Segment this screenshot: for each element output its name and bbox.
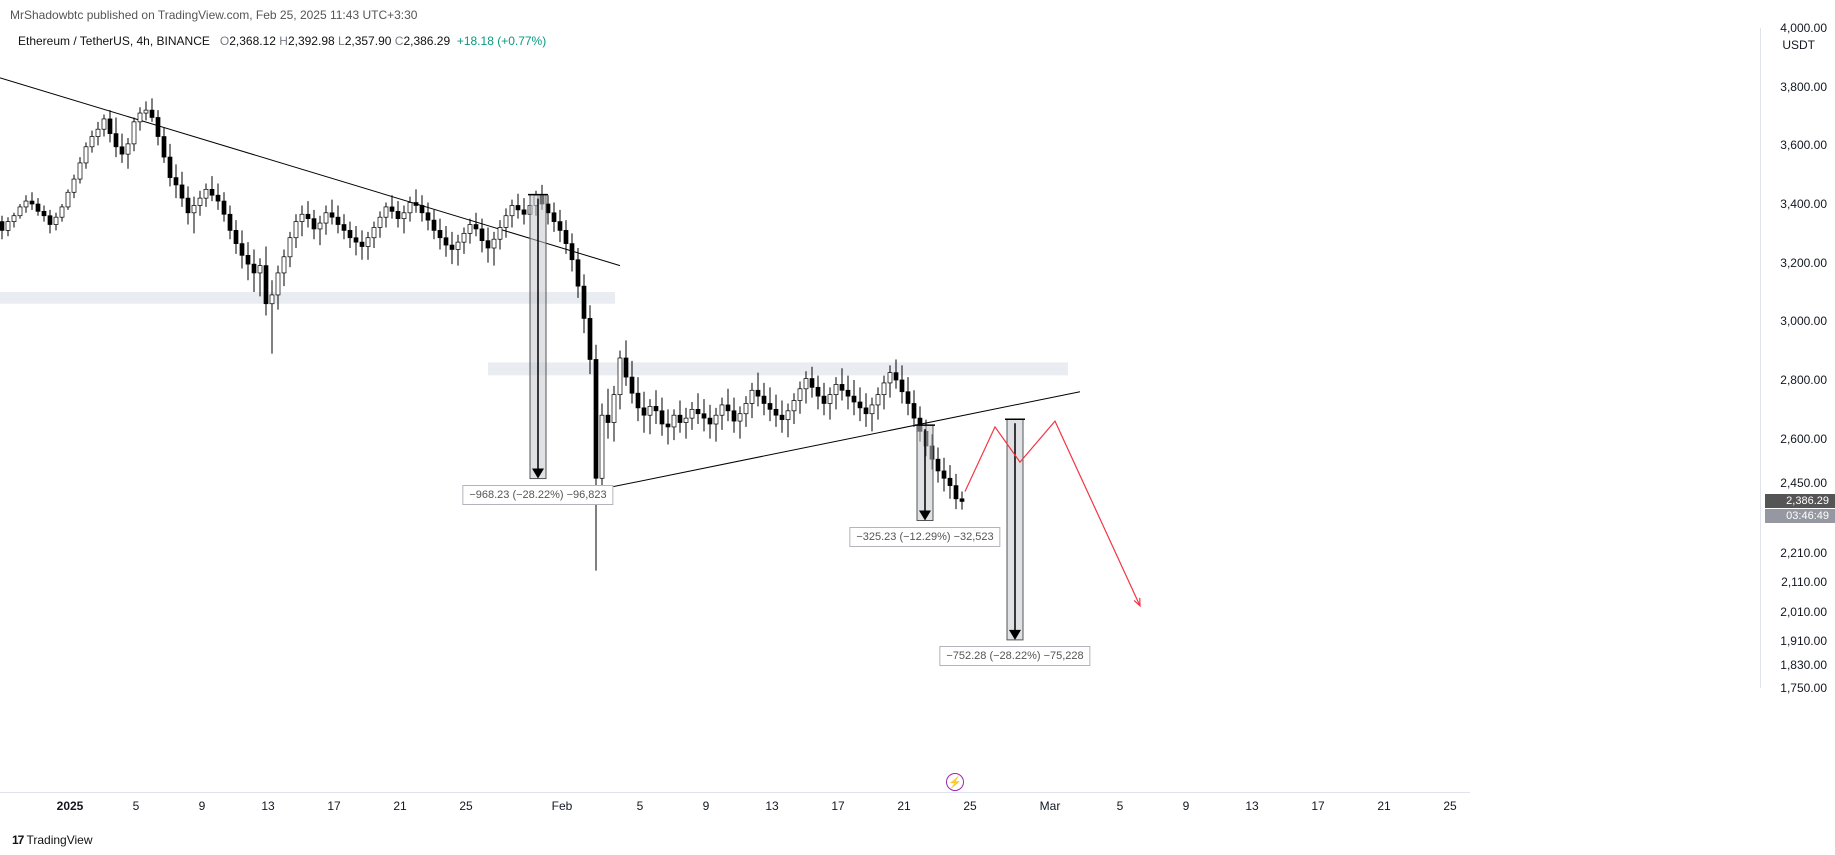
y-tick-label: 2,450.00	[1780, 476, 1827, 490]
measurement-label: −968.23 (−28.22%) −96,823	[462, 485, 613, 505]
y-tick-label: 2,210.00	[1780, 546, 1827, 560]
x-tick-label: 21	[897, 799, 910, 813]
current-price-badge: 2,386.29	[1765, 494, 1835, 508]
x-tick-label: 17	[831, 799, 844, 813]
y-tick-label: 2,800.00	[1780, 373, 1827, 387]
x-tick-label: 13	[261, 799, 274, 813]
x-tick-label: Mar	[1040, 799, 1061, 813]
x-tick-label: 21	[1377, 799, 1390, 813]
x-tick-label: 5	[637, 799, 644, 813]
y-tick-label: 3,400.00	[1780, 197, 1827, 211]
y-tick-label: 4,000.00	[1780, 21, 1827, 35]
measurement-label: −752.28 (−28.22%) −75,228	[939, 646, 1090, 666]
y-tick-label: 2,010.00	[1780, 605, 1827, 619]
publish-header: MrShadowbtc published on TradingView.com…	[10, 8, 417, 22]
measurement-label: −325.23 (−12.29%) −32,523	[849, 527, 1000, 547]
y-axis-unit: USDT	[1782, 38, 1815, 52]
time-axis[interactable]: 2025 5 9 13 17 21 25 Feb 5 9 13 17 21 25 Mar 5 9 13 17 21 25	[0, 792, 1470, 820]
countdown-badge: 03:46:49	[1765, 509, 1835, 523]
x-tick-label: 9	[1183, 799, 1190, 813]
y-tick-label: 1,910.00	[1780, 634, 1827, 648]
y-tick-label: 1,830.00	[1780, 658, 1827, 672]
x-tick-label: 25	[459, 799, 472, 813]
x-tick-label: 2025	[57, 799, 84, 813]
footer-attribution: ⁠1⁠7 TradingView	[12, 833, 93, 847]
x-tick-label: 17	[327, 799, 340, 813]
y-tick-label: 2,110.00	[1781, 575, 1827, 589]
x-tick-label: 21	[393, 799, 406, 813]
chart-svg	[0, 28, 1470, 688]
y-tick-label: 3,600.00	[1780, 138, 1827, 152]
y-tick-label: 3,000.00	[1780, 314, 1827, 328]
y-tick-label: 3,200.00	[1780, 256, 1827, 270]
lightning-icon: ⚡	[946, 773, 964, 791]
x-tick-label: 17	[1311, 799, 1324, 813]
x-tick-label: 5	[133, 799, 140, 813]
x-tick-label: 25	[963, 799, 976, 813]
y-tick-label: 2,600.00	[1780, 432, 1827, 446]
x-tick-label: 25	[1443, 799, 1456, 813]
chart-pane[interactable]	[0, 28, 1470, 688]
x-tick-label: 5	[1117, 799, 1124, 813]
x-tick-label: 9	[199, 799, 206, 813]
x-tick-label: Feb	[552, 799, 573, 813]
y-tick-label: 1,750.00	[1780, 681, 1827, 695]
x-tick-label: 13	[765, 799, 778, 813]
tv-logo-icon: ⁠1⁠7	[12, 833, 23, 847]
x-tick-label: 9	[703, 799, 710, 813]
x-tick-label: 13	[1245, 799, 1258, 813]
y-tick-label: 3,800.00	[1780, 80, 1827, 94]
price-axis[interactable]: USDT 4,000.003,800.003,600.003,400.003,2…	[1760, 28, 1835, 688]
